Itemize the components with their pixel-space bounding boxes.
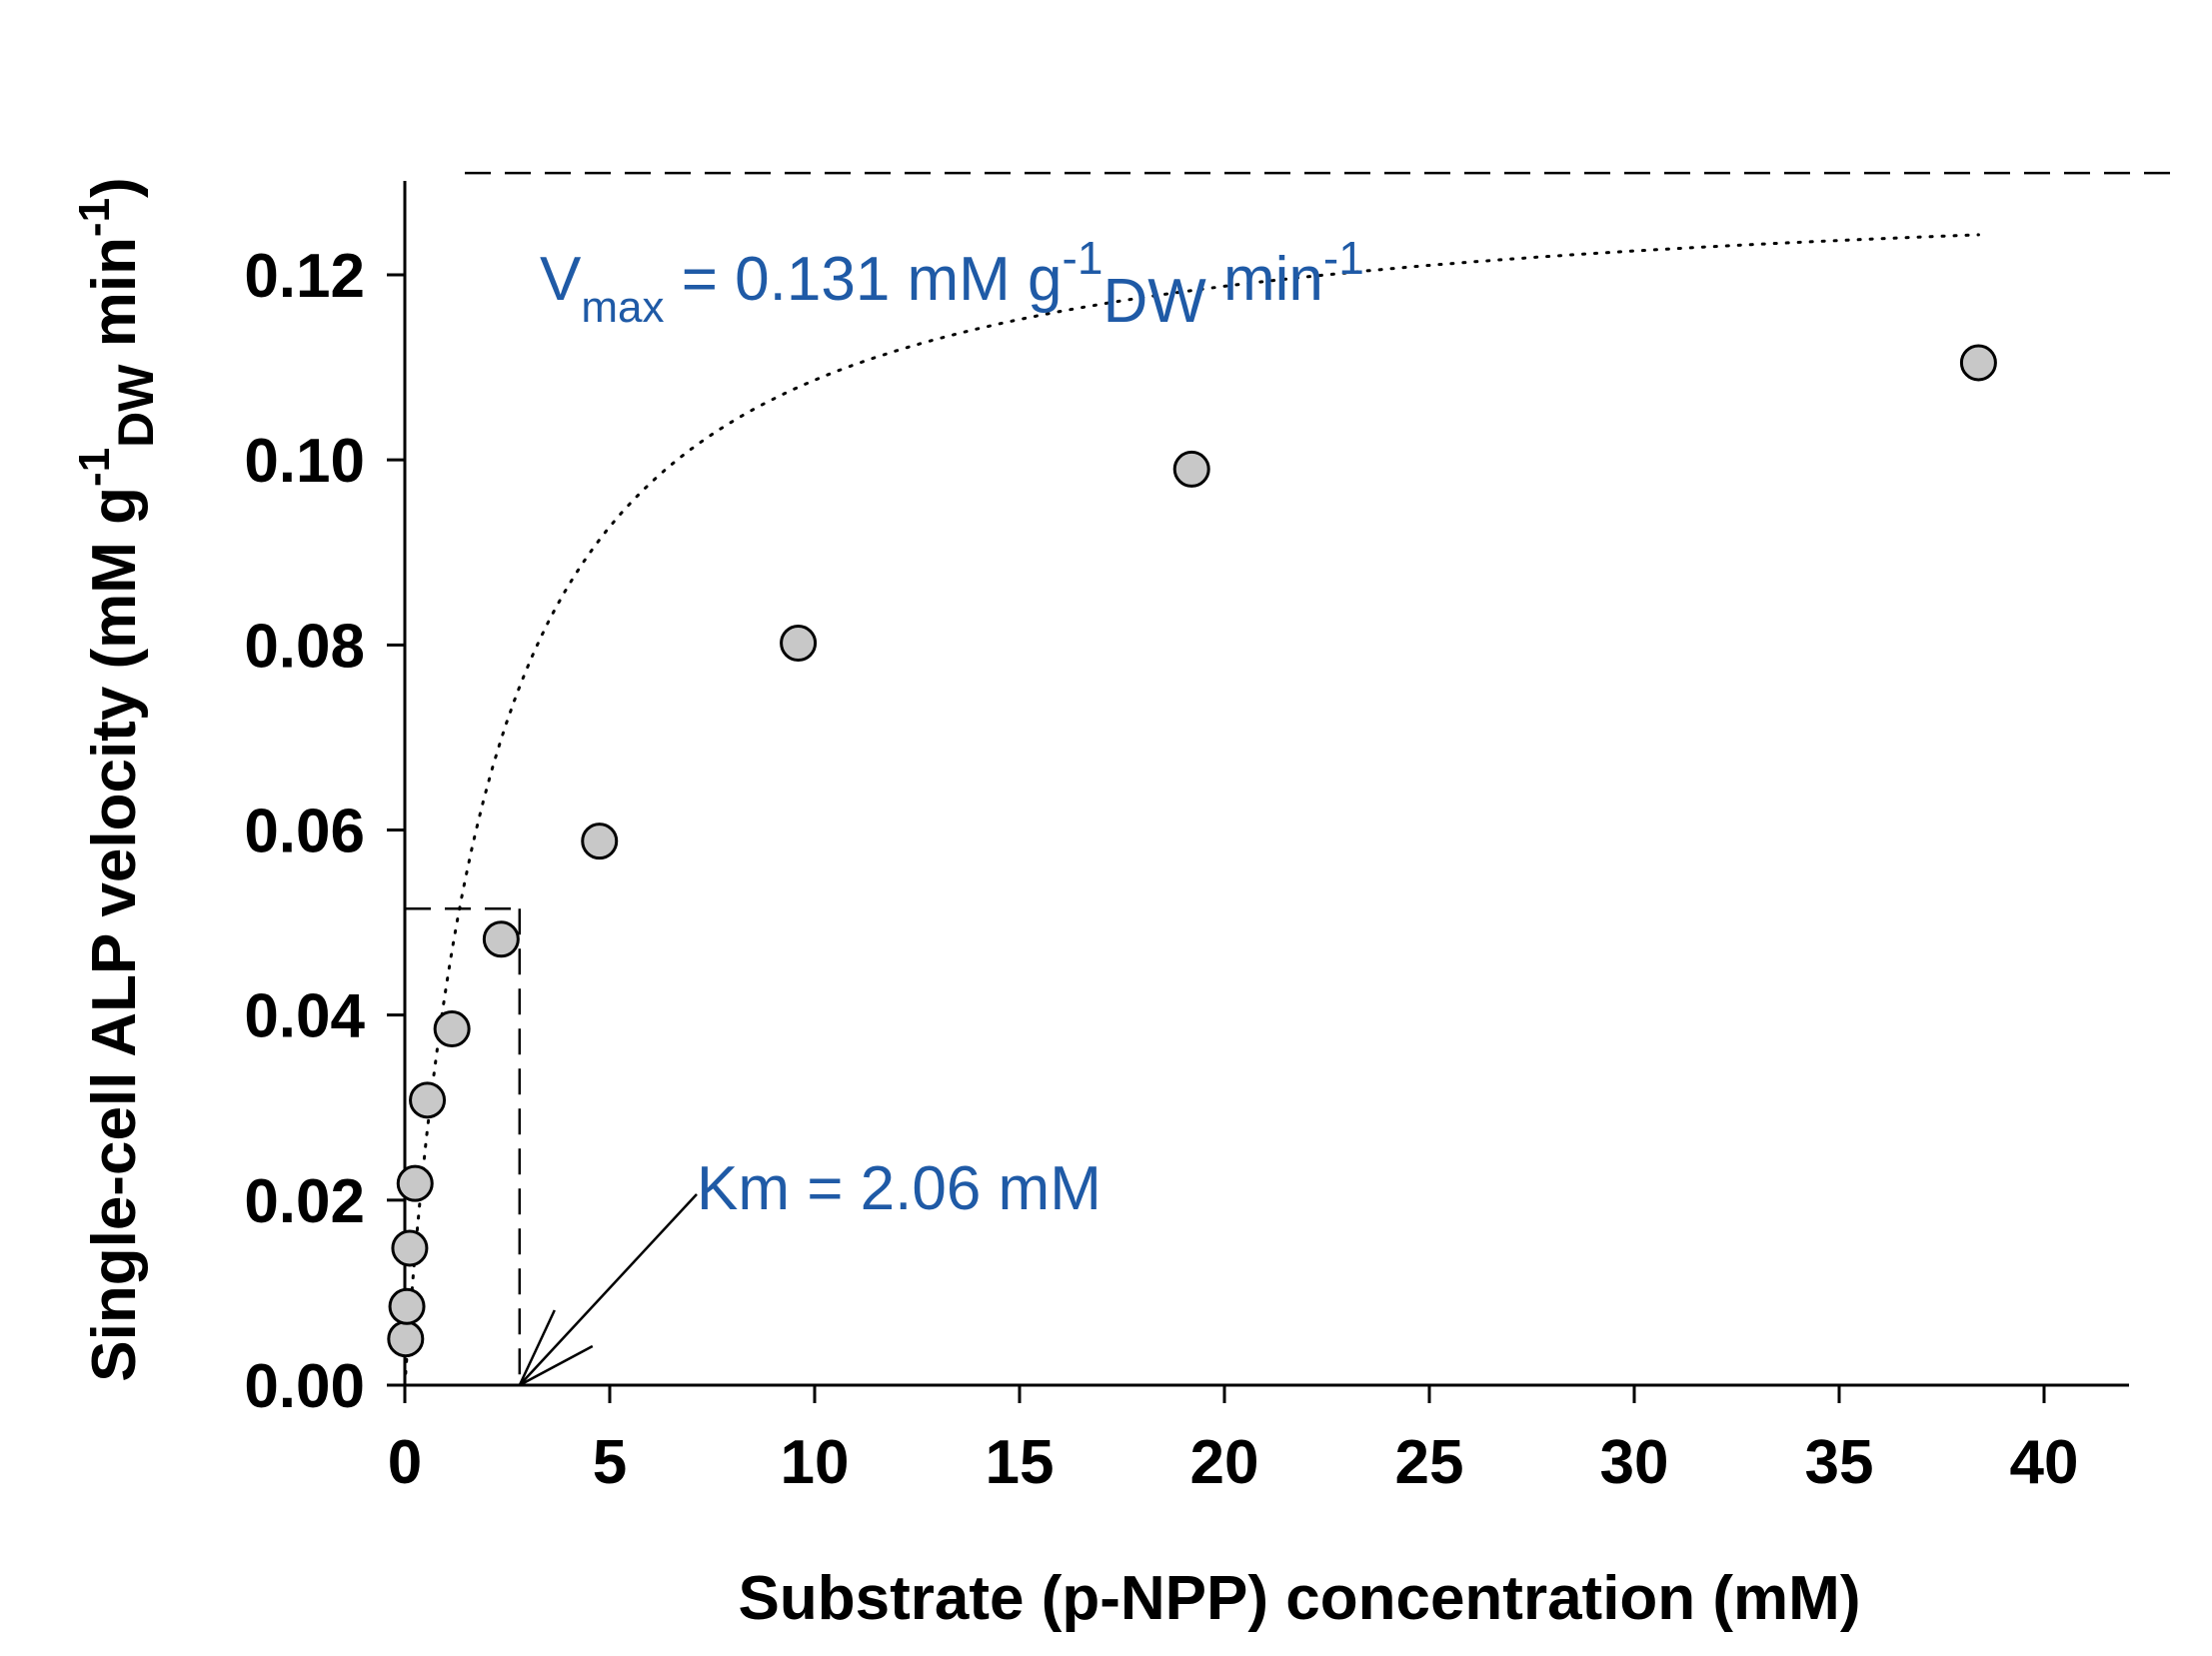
y-axis-title-prefix: Single-cell ALP velocity (mM g (80, 487, 149, 1382)
vmax-sup2: -1 (1323, 232, 1364, 284)
y-tick-label: 0.02 (244, 1167, 365, 1236)
km-arrow-head-left (518, 1309, 556, 1386)
data-point (396, 1164, 434, 1202)
data-point (1172, 450, 1210, 488)
y-ticks: 0.00 0.02 0.04 0.06 0.08 0.10 0.12 (244, 242, 405, 1421)
y-tick-label: 0.06 (244, 798, 365, 866)
x-tick-label: 35 (1805, 1428, 1874, 1497)
reference-lines (405, 171, 2184, 1385)
data-point (387, 1320, 425, 1358)
data-point (780, 624, 818, 662)
x-axis-title: Substrate (p-NPP) concentration (mM) (739, 1564, 1861, 1633)
km-arrow (518, 1193, 698, 1387)
y-tick-label: 0.10 (244, 427, 365, 496)
data-point (433, 1010, 471, 1048)
km-arrow-shaft (518, 1193, 698, 1386)
x-tick-label: 5 (593, 1428, 627, 1497)
data-point (482, 920, 520, 958)
data-point (388, 1287, 426, 1325)
vmax-rest: = 0.131 mM g (664, 245, 1062, 314)
fit-curve (404, 233, 1980, 1375)
x-tick-label: 40 (2010, 1428, 2079, 1497)
vmax-sub1: max (581, 283, 664, 332)
y-axis-title: Single-cell ALP velocity (mM g-1DW min-1… (70, 177, 164, 1381)
y-axis-title-suffix: ) (80, 177, 149, 198)
y-tick-label: 0.04 (244, 982, 365, 1051)
x-tick-label: 25 (1395, 1428, 1464, 1497)
vmax-sub2: DW (1103, 267, 1206, 336)
data-points (387, 344, 1997, 1358)
vmax-v: V (540, 245, 582, 314)
x-tick-label: 10 (781, 1428, 850, 1497)
vmax-mid: min (1206, 245, 1323, 314)
y-axis-title-mid: min (80, 237, 149, 364)
y-axis-title-sub: DW (108, 364, 164, 448)
km-arrow-head-right (519, 1344, 594, 1387)
y-tick-label: 0.00 (244, 1352, 365, 1421)
vmax-annotation: Vmax = 0.131 mM g-1DW min-1 (540, 232, 1364, 336)
vmax-sup1: -1 (1063, 232, 1104, 284)
data-point (581, 823, 619, 860)
x-tick-label: 30 (1600, 1428, 1669, 1497)
x-tick-label: 0 (388, 1428, 422, 1497)
data-point (1959, 344, 1997, 382)
y-axis-title-sup2: -1 (70, 198, 119, 237)
x-tick-label: 20 (1190, 1428, 1259, 1497)
x-tick-label: 15 (986, 1428, 1055, 1497)
x-ticks: 0 5 10 15 20 25 30 35 40 (388, 1385, 2079, 1497)
y-tick-label: 0.12 (244, 242, 365, 311)
axes (403, 181, 2129, 1387)
y-tick-label: 0.08 (244, 612, 365, 681)
data-point (391, 1229, 429, 1267)
y-axis-title-sup1: -1 (70, 448, 119, 487)
data-point (409, 1081, 447, 1119)
km-annotation: Km = 2.06 mM (697, 1154, 1102, 1223)
